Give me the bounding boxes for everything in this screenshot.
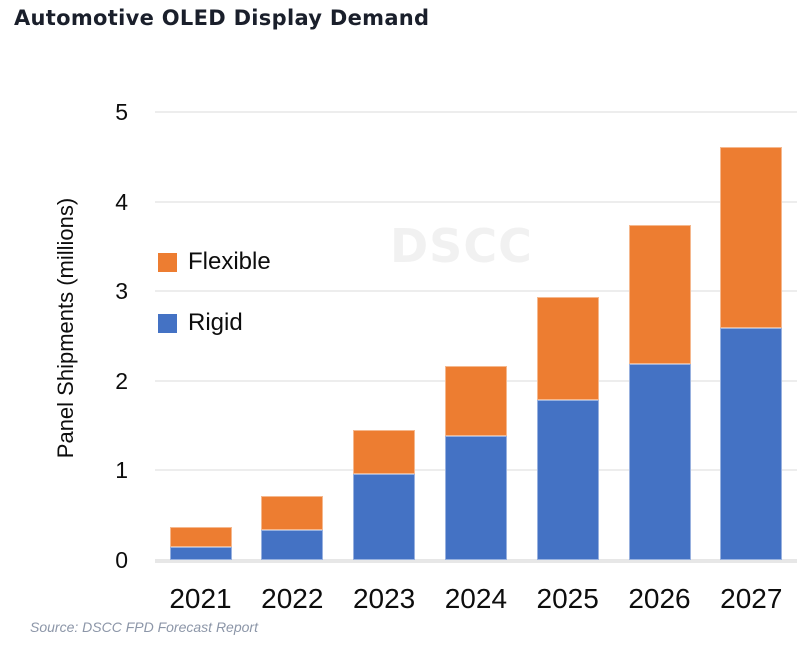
source-note: Source: DSCC FPD Forecast Report: [30, 619, 258, 635]
bar-2027-rigid: [720, 327, 783, 560]
x-tick-label-2024: 2024: [444, 583, 508, 614]
gridline-3: [155, 290, 797, 293]
gridline-4: [155, 200, 797, 203]
bar-2024-flexible: [444, 366, 507, 437]
bar-2026-rigid: [628, 363, 691, 560]
bar-2023-flexible: [353, 430, 416, 474]
legend-swatch-flexible-icon: [158, 252, 177, 272]
plot-area: [155, 111, 797, 563]
y-axis-title: Panel Shipments (millions): [53, 197, 78, 459]
gridline-5: [155, 111, 797, 113]
x-axis-line: [155, 559, 797, 563]
legend-swatch-rigid-icon: [158, 313, 177, 333]
bar-2025-flexible: [536, 297, 599, 400]
y-tick-label-1: 1: [115, 457, 128, 484]
bar-2023-rigid: [353, 473, 416, 560]
legend-item-rigid: Rigid: [158, 309, 243, 337]
bar-2025-rigid: [536, 399, 599, 560]
x-tick-label-2023: 2023: [352, 583, 416, 614]
y-tick-label-3: 3: [115, 278, 128, 305]
legend-label-flexible: Flexible: [188, 248, 271, 275]
y-tick-label-2: 2: [115, 367, 128, 394]
legend-label-rigid: Rigid: [188, 309, 243, 336]
page-title: Automotive OLED Display Demand: [14, 6, 430, 30]
watermark: DSCC: [390, 219, 533, 273]
bar-2022-rigid: [261, 529, 324, 560]
bar-2021-flexible: [169, 526, 232, 547]
y-tick-label-5: 5: [115, 99, 128, 125]
bar-2022-flexible: [261, 496, 324, 530]
legend-item-flexible: Flexible: [158, 248, 271, 276]
bar-2024-rigid: [444, 436, 507, 560]
bar-2026-flexible: [628, 224, 691, 364]
x-tick-label-2026: 2026: [628, 583, 691, 614]
x-tick-label-2021: 2021: [169, 583, 232, 614]
y-tick-label-4: 4: [115, 188, 128, 215]
x-tick-label-2025: 2025: [536, 583, 599, 614]
bar-2021-rigid: [169, 546, 232, 560]
x-tick-label-2027: 2027: [720, 583, 783, 614]
bar-2027-flexible: [720, 146, 783, 328]
y-tick-label-0: 0: [115, 547, 128, 573]
x-tick-label-2022: 2022: [261, 583, 324, 614]
